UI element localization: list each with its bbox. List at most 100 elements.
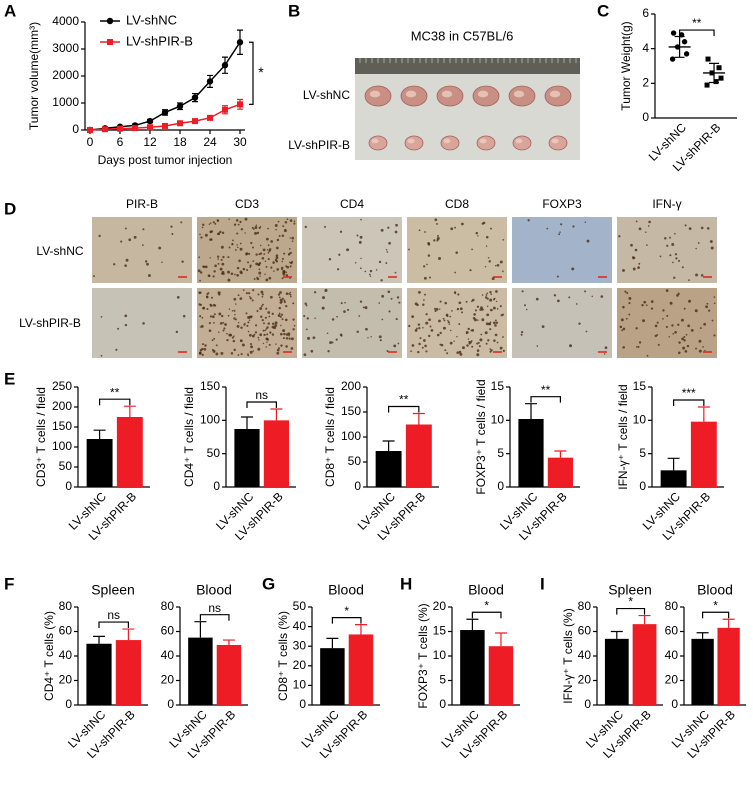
significance-label: * bbox=[258, 64, 264, 80]
stain-dot bbox=[281, 268, 283, 271]
stain-dot bbox=[286, 218, 289, 220]
point bbox=[117, 125, 123, 132]
legend-label: LV-shNC bbox=[126, 12, 177, 27]
stain-dot bbox=[201, 226, 204, 229]
y-tick-label: 80 bbox=[578, 599, 592, 613]
stain-dot bbox=[265, 307, 268, 310]
column-label: CD4 bbox=[340, 197, 364, 211]
stain-dot bbox=[283, 337, 286, 339]
stain-dot bbox=[279, 315, 282, 318]
stain-dot bbox=[486, 292, 489, 295]
stain-dot bbox=[285, 318, 288, 322]
ihc-image bbox=[197, 217, 297, 283]
stain-dot bbox=[697, 242, 700, 244]
stain-dot bbox=[284, 228, 287, 231]
stain-dot bbox=[209, 222, 212, 224]
error-bar bbox=[610, 630, 623, 639]
stain-dot bbox=[628, 296, 632, 300]
stain-dot bbox=[436, 223, 438, 225]
y-tick-label: 20 bbox=[293, 658, 307, 672]
stain-dot bbox=[553, 294, 557, 297]
tumor-highlight bbox=[405, 90, 417, 98]
stain-dot bbox=[356, 330, 359, 334]
significance-label: ** bbox=[541, 383, 551, 397]
stain-dot bbox=[369, 269, 373, 273]
stain-dot bbox=[380, 279, 383, 282]
stain-dot bbox=[480, 333, 483, 336]
stain-dot bbox=[439, 300, 442, 303]
stain-dot bbox=[271, 333, 275, 336]
stain-dot bbox=[448, 323, 451, 325]
stain-dot bbox=[218, 331, 220, 333]
stain-dot bbox=[125, 258, 129, 262]
stain-dot bbox=[459, 307, 463, 311]
stain-dot bbox=[439, 331, 442, 335]
stain-dot bbox=[206, 307, 209, 311]
stain-dot bbox=[395, 223, 398, 227]
stain-dot bbox=[423, 265, 426, 268]
stain-dot bbox=[261, 295, 264, 298]
significance-bracket bbox=[98, 621, 129, 629]
stain-dot bbox=[495, 290, 498, 293]
stain-dot bbox=[481, 294, 484, 296]
stain-dot bbox=[208, 322, 211, 325]
stain-dot bbox=[213, 337, 216, 340]
stain-dot bbox=[677, 292, 680, 295]
stain-dot bbox=[255, 262, 259, 266]
stain-dot bbox=[674, 232, 676, 235]
significance-bracket bbox=[246, 401, 277, 408]
stain-dot bbox=[249, 342, 253, 346]
stain-dot bbox=[360, 267, 362, 270]
stain-dot bbox=[370, 336, 372, 338]
stain-dot bbox=[260, 305, 263, 308]
stain-dot bbox=[496, 264, 500, 267]
stain-dot bbox=[247, 330, 250, 333]
significance-bracket bbox=[673, 399, 705, 406]
stain-dot bbox=[437, 234, 439, 237]
stain-dot bbox=[265, 346, 268, 348]
stain-dot bbox=[364, 306, 368, 310]
tumor bbox=[476, 135, 496, 151]
stain-dot bbox=[556, 275, 559, 278]
stain-dot bbox=[458, 350, 462, 354]
stain-dot bbox=[262, 303, 264, 306]
point bbox=[713, 79, 719, 85]
stain-dot bbox=[493, 306, 496, 310]
bar bbox=[348, 634, 374, 705]
stain-dot bbox=[285, 337, 289, 340]
stain-dot bbox=[449, 315, 452, 318]
significance-bracket bbox=[530, 396, 561, 403]
stain-dot bbox=[266, 333, 269, 336]
stain-dot bbox=[219, 230, 222, 234]
stain-dot bbox=[569, 344, 573, 348]
stain-dot bbox=[489, 321, 492, 323]
stain-dot bbox=[216, 219, 219, 222]
stain-dot bbox=[265, 237, 269, 241]
y-tick-label: 0 bbox=[354, 479, 361, 493]
stain-dot bbox=[378, 260, 382, 264]
stain-dot bbox=[217, 258, 219, 260]
stain-dot bbox=[680, 318, 684, 322]
stain-dot bbox=[423, 299, 425, 301]
tumor-highlight bbox=[443, 138, 451, 144]
stain-dot bbox=[268, 249, 271, 253]
tumor-highlight bbox=[441, 90, 453, 98]
stain-dot bbox=[638, 262, 641, 265]
tumor bbox=[512, 135, 532, 151]
y-tick-label: 20 bbox=[433, 599, 447, 613]
stain-dot bbox=[477, 319, 479, 321]
y-axis-label: CD3⁺ T cells / field bbox=[34, 387, 48, 487]
stain-dot bbox=[461, 222, 464, 226]
stain-dot bbox=[246, 268, 249, 272]
y-tick-label: 10 bbox=[433, 648, 447, 662]
stain-dot bbox=[240, 228, 244, 231]
stain-dot bbox=[277, 314, 281, 317]
stain-dot bbox=[223, 327, 226, 330]
x-tick-label: 18 bbox=[173, 135, 187, 149]
stain-dot bbox=[358, 315, 361, 317]
stain-dot bbox=[206, 295, 209, 298]
bar bbox=[115, 640, 141, 705]
stain-dot bbox=[336, 315, 338, 318]
stain-dot bbox=[254, 331, 258, 334]
stain-dot bbox=[666, 314, 669, 317]
